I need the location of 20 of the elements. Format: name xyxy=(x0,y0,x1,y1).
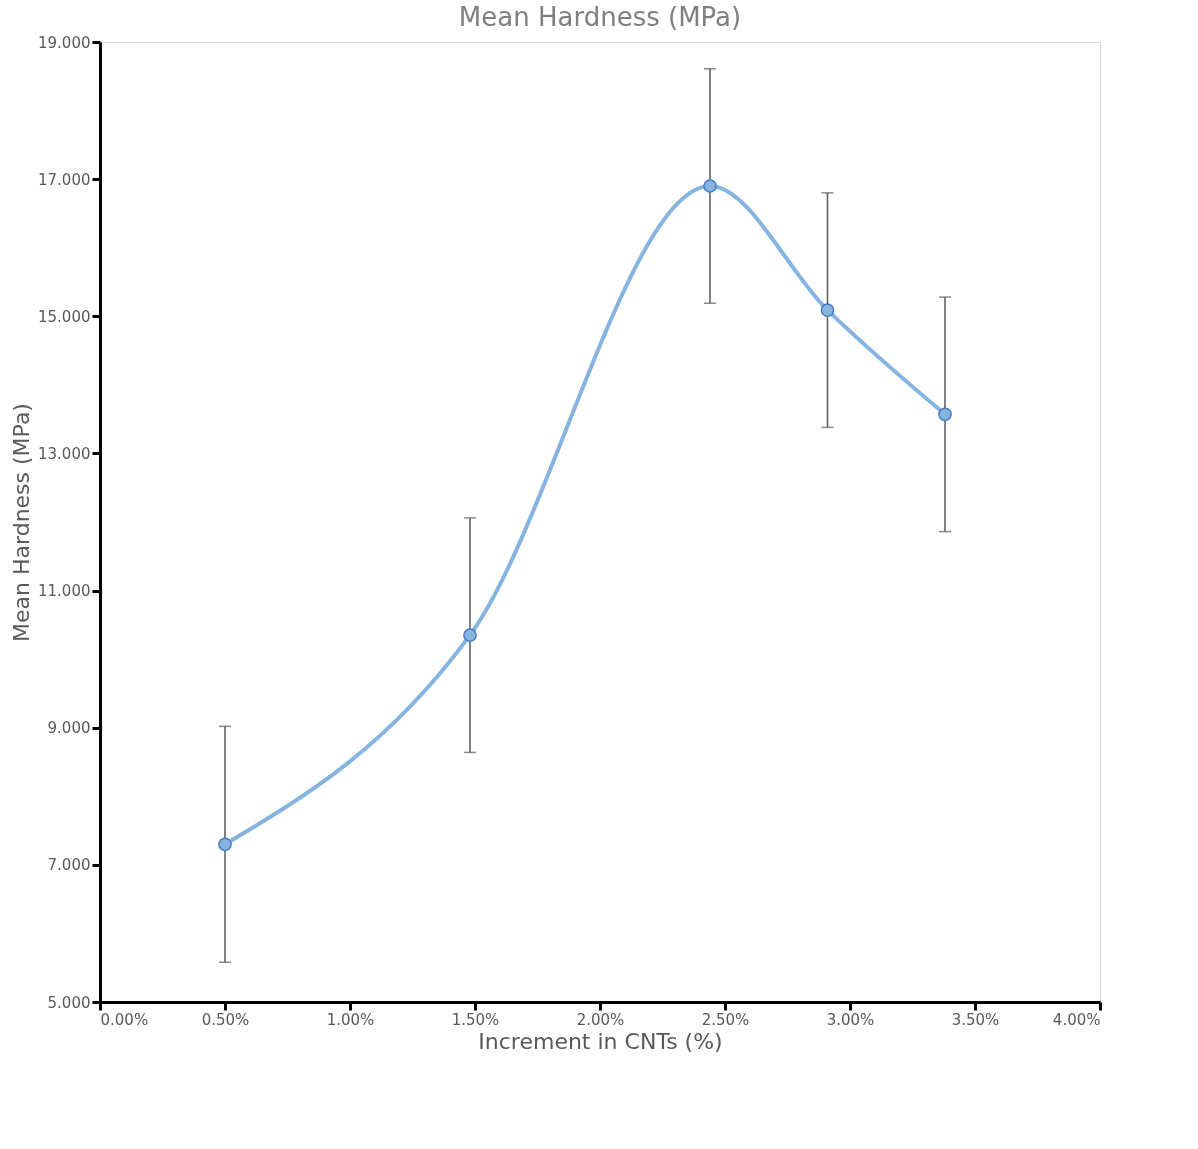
x-tick-label: 2.50% xyxy=(701,1010,750,1029)
y-tick-label: 9.000 xyxy=(47,719,91,738)
x-tick-label: 0.00% xyxy=(100,1010,149,1029)
x-tick-label: 1.50% xyxy=(451,1010,500,1029)
y-axis-title: Mean Hardness (MPa) xyxy=(9,403,35,642)
y-tick-label: 17.000 xyxy=(38,170,91,189)
x-tick-label: 0.50% xyxy=(201,1010,250,1029)
x-axis-title: Increment in CNTs (%) xyxy=(478,1028,723,1054)
y-tick-label: 15.000 xyxy=(38,307,91,326)
y-tick-label: 19.000 xyxy=(38,33,91,52)
x-tick-label: 4.00% xyxy=(1052,1010,1101,1029)
y-tick-label: 11.000 xyxy=(38,582,91,601)
y-tick-label: 7.000 xyxy=(47,856,91,875)
y-tick-label: 13.000 xyxy=(38,444,91,463)
chart-title: Mean Hardness (MPa) xyxy=(458,2,742,32)
x-tick-label: 2.00% xyxy=(576,1010,625,1029)
x-tick-label: 3.50% xyxy=(951,1010,1000,1029)
y-tick-label: 5.000 xyxy=(47,993,91,1012)
x-tick-label: 1.00% xyxy=(326,1010,375,1029)
x-tick-label: 3.00% xyxy=(826,1010,875,1029)
